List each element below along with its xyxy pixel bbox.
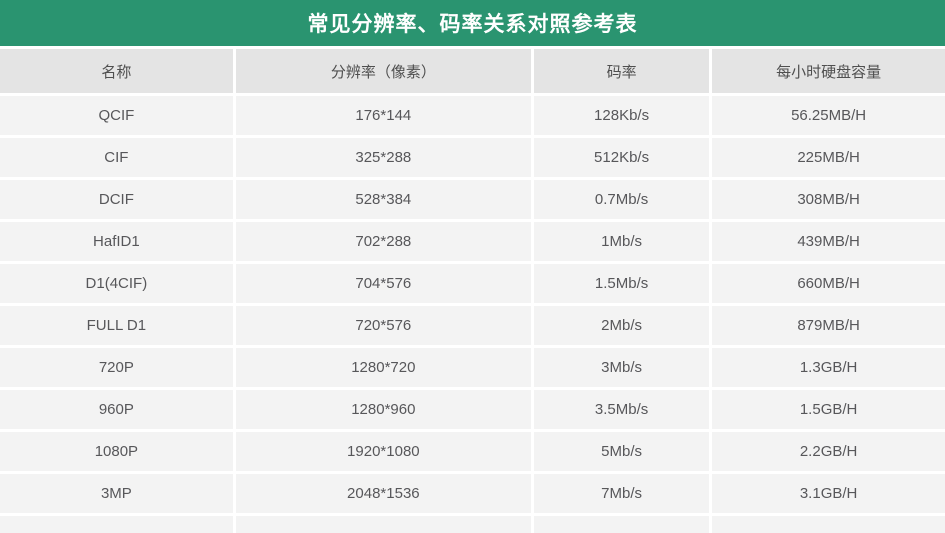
table-cell: DCIF xyxy=(0,180,233,219)
table-cell: 325*288 xyxy=(235,138,531,177)
table-cell: 1280*960 xyxy=(235,390,531,429)
data-table: 名称 分辨率（像素） 码率 每小时硬盘容量 QCIF 176*144 128Kb/s 56.2… xyxy=(0,49,945,533)
table-cell: 5Mb/s xyxy=(533,432,710,471)
table-cell: FULL D1 xyxy=(0,306,233,345)
column-header: 分辨率（像素） xyxy=(235,49,531,93)
table-cell: 512Kb/s xyxy=(533,138,710,177)
table-cell: 2.2GB/H xyxy=(712,432,945,471)
table-cell: QCIF xyxy=(0,96,233,135)
table-cell-partial xyxy=(712,516,945,533)
table-cell: 3Mb/s xyxy=(533,348,710,387)
table-cell: 704*576 xyxy=(235,264,531,303)
table-cell: 3MP xyxy=(0,474,233,513)
table-cell: 2048*1536 xyxy=(235,474,531,513)
table-cell: 1.3GB/H xyxy=(712,348,945,387)
table-cell: 879MB/H xyxy=(712,306,945,345)
page-title: 常见分辨率、码率关系对照参考表 xyxy=(307,13,638,36)
table-cell: D1(4CIF) xyxy=(0,264,233,303)
table-cell: 7Mb/s xyxy=(533,474,710,513)
table-cell: 1Mb/s xyxy=(533,222,710,261)
table-cell: 308MB/H xyxy=(712,180,945,219)
table-cell: 3.5Mb/s xyxy=(533,390,710,429)
title-banner: 常见分辨率、码率关系对照参考表 xyxy=(0,0,945,46)
table-cell: 1080P xyxy=(0,432,233,471)
column-header: 码率 xyxy=(533,49,710,93)
table-cell-partial xyxy=(235,516,531,533)
table-cell: 128Kb/s xyxy=(533,96,710,135)
table-cell: 1.5GB/H xyxy=(712,390,945,429)
table-cell: 225MB/H xyxy=(712,138,945,177)
table-cell: 176*144 xyxy=(235,96,531,135)
table-cell: 1920*1080 xyxy=(235,432,531,471)
table-cell: 0.7Mb/s xyxy=(533,180,710,219)
column-header: 每小时硬盘容量 xyxy=(712,49,945,93)
table-cell: 2Mb/s xyxy=(533,306,710,345)
table-cell: 1280*720 xyxy=(235,348,531,387)
table-cell: 3.1GB/H xyxy=(712,474,945,513)
table-cell: 56.25MB/H xyxy=(712,96,945,135)
table-cell: HafID1 xyxy=(0,222,233,261)
table-cell: 660MB/H xyxy=(712,264,945,303)
table-cell: 702*288 xyxy=(235,222,531,261)
table-cell-partial xyxy=(0,516,233,533)
column-header: 名称 xyxy=(0,49,233,93)
table-cell: 720P xyxy=(0,348,233,387)
table-cell: 528*384 xyxy=(235,180,531,219)
table-cell: 960P xyxy=(0,390,233,429)
table-cell: 1.5Mb/s xyxy=(533,264,710,303)
table-cell-partial xyxy=(533,516,710,533)
table-cell: CIF xyxy=(0,138,233,177)
table-cell: 720*576 xyxy=(235,306,531,345)
table-cell: 439MB/H xyxy=(712,222,945,261)
